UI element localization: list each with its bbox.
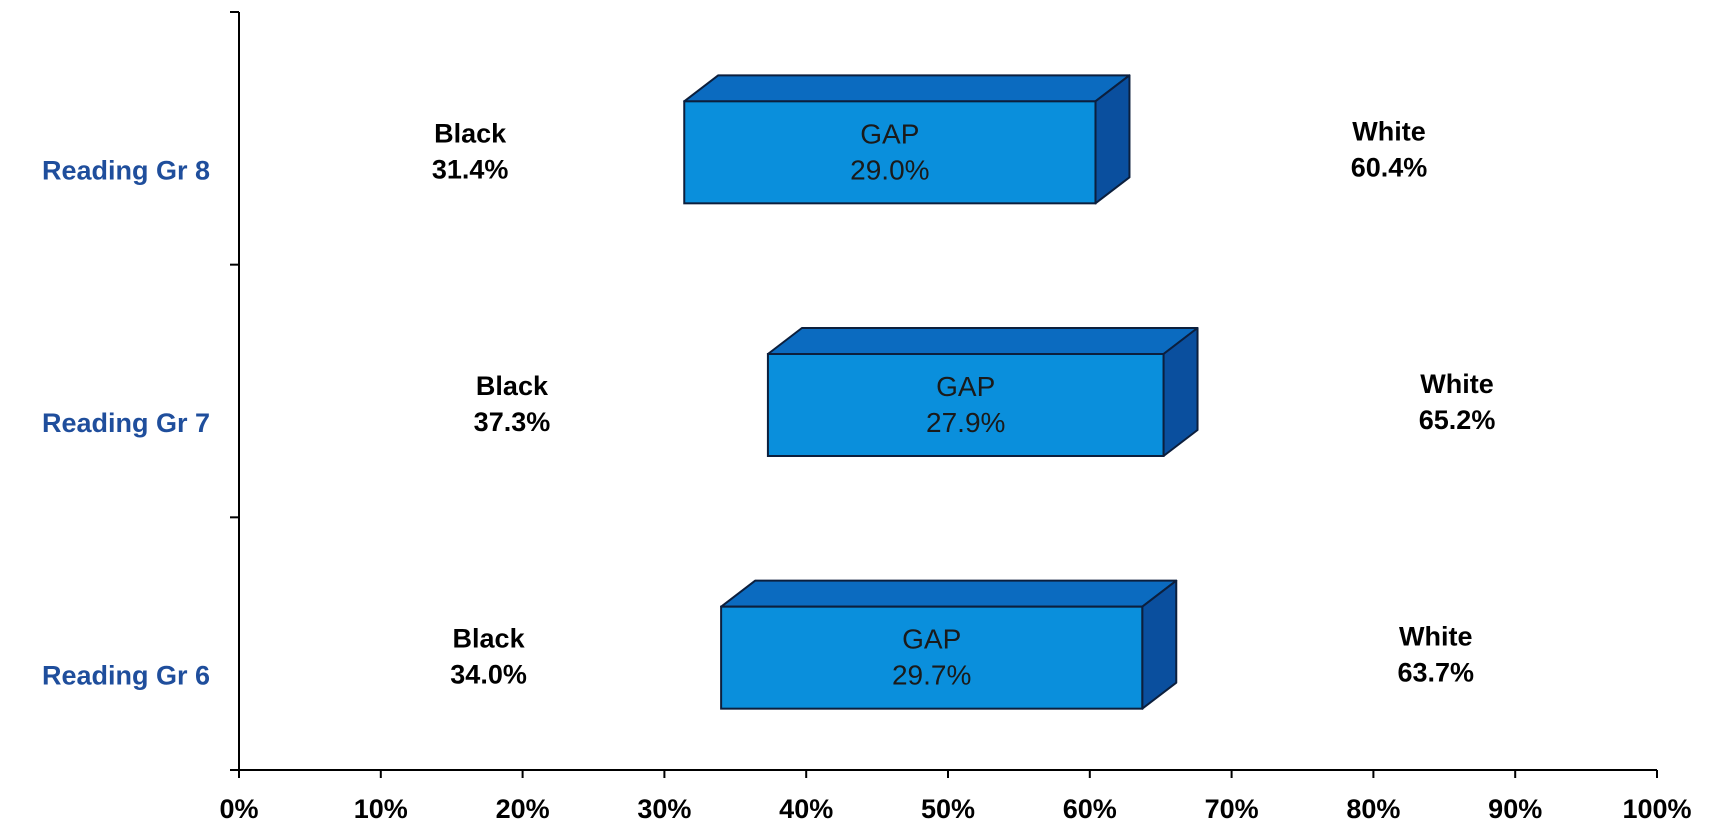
gap-bar-top: [683, 74, 1131, 103]
black-value-label: 37.3%: [474, 407, 551, 437]
black-series-label: Black: [453, 624, 526, 654]
x-tick-label: 0%: [219, 794, 258, 824]
x-tick-label: 50%: [921, 794, 975, 824]
white-value-label: 65.2%: [1419, 405, 1496, 435]
white-series-label: White: [1420, 369, 1494, 399]
category-label: Reading Gr 8: [42, 155, 210, 185]
gap-bar-3: [720, 579, 1178, 710]
x-tick-label: 20%: [496, 794, 550, 824]
x-tick-label: 70%: [1205, 794, 1259, 824]
category-label: Reading Gr 7: [42, 408, 210, 438]
gap-bar-1: [683, 74, 1131, 205]
category-label: Reading Gr 6: [42, 661, 210, 691]
labels-layer: GAP 29.0% Black 31.4% White 60.4% Reading Gr 8…: [42, 116, 1495, 690]
gap-bar-2: [766, 327, 1199, 457]
gap-series-label: GAP: [902, 624, 961, 655]
gap-value-label: 27.9%: [926, 407, 1005, 438]
gap-bar-front: [683, 100, 1097, 205]
gap-value-label: 29.0%: [850, 154, 929, 185]
x-tick-label: 10%: [354, 794, 408, 824]
gap-value-label: 29.7%: [892, 660, 971, 691]
gap-series-label: GAP: [936, 371, 995, 402]
gap-bar-front: [720, 605, 1144, 710]
gap-bar-front: [766, 353, 1165, 457]
x-tick-label: 40%: [779, 794, 833, 824]
black-series-label: Black: [434, 118, 507, 148]
black-value-label: 31.4%: [432, 154, 509, 184]
white-series-label: White: [1399, 622, 1473, 652]
x-tick-label: 80%: [1346, 794, 1400, 824]
x-tick-label: 100%: [1622, 794, 1691, 824]
axes-layer: 0% 10% 20% 30% 40% 50% 60% 70% 80% 90% 100%: [219, 11, 1692, 824]
white-value-label: 63.7%: [1398, 658, 1475, 688]
bars-layer: [683, 74, 1199, 710]
x-tick-label: 90%: [1488, 794, 1542, 824]
gap-bar-top: [766, 327, 1199, 355]
gap-series-label: GAP: [860, 118, 919, 149]
white-series-label: White: [1352, 116, 1426, 146]
x-tick-label: 30%: [637, 794, 691, 824]
white-value-label: 60.4%: [1351, 152, 1428, 182]
black-value-label: 34.0%: [450, 660, 527, 690]
gap-bar-top: [720, 579, 1178, 608]
black-series-label: Black: [476, 371, 549, 401]
x-tick-label: 60%: [1063, 794, 1117, 824]
